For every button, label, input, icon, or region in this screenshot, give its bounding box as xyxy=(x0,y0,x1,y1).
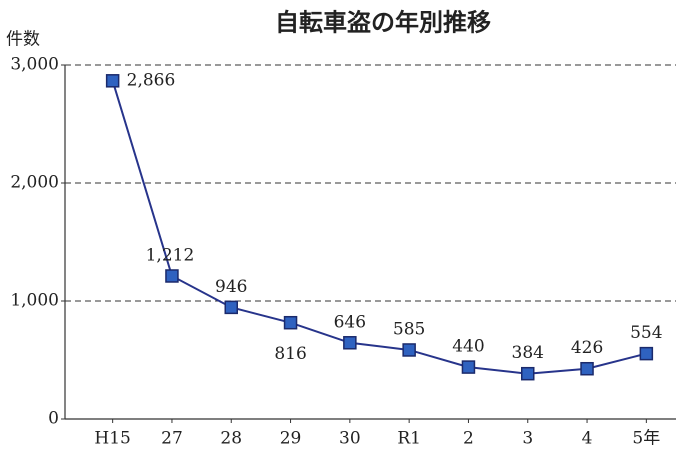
marker xyxy=(581,363,593,375)
marker xyxy=(462,361,474,373)
data-label: 646 xyxy=(334,312,366,332)
marker xyxy=(225,301,237,313)
x-tick-label: H15 xyxy=(94,429,130,449)
data-label: 2,866 xyxy=(127,70,176,90)
x-tick-label: 3 xyxy=(522,429,533,449)
chart: 自転車盗の年別推移 件数 0 1,000 2,000 3,000 H15 27 28 29 30… xyxy=(0,0,678,459)
data-label: 384 xyxy=(512,343,544,363)
x-tick-label: 27 xyxy=(161,429,183,449)
marker xyxy=(285,317,297,329)
y-tick-label: 0 xyxy=(48,409,59,429)
x-tick-label: 29 xyxy=(280,429,302,449)
marker xyxy=(403,344,415,356)
marker xyxy=(640,348,652,360)
data-label: 1,212 xyxy=(146,245,195,265)
data-label: 440 xyxy=(452,337,484,357)
data-label: 554 xyxy=(630,323,662,343)
x-tick-label: 2 xyxy=(463,429,474,449)
marker xyxy=(166,270,178,282)
y-axis-label: 件数 xyxy=(6,30,40,50)
x-tick-label: 30 xyxy=(339,429,361,449)
data-label: 585 xyxy=(393,319,425,339)
data-label: 946 xyxy=(215,277,247,297)
marker xyxy=(107,75,119,87)
y-tick-label: 1,000 xyxy=(10,291,59,311)
data-label: 426 xyxy=(571,338,603,358)
data-label: 816 xyxy=(274,344,306,364)
marker xyxy=(344,337,356,349)
y-tick-label: 2,000 xyxy=(10,173,59,193)
marker xyxy=(522,368,534,380)
x-tick-label: 4 xyxy=(582,429,593,449)
chart-title: 自転車盗の年別推移 xyxy=(275,8,491,37)
x-tick-label: R1 xyxy=(397,429,421,449)
series-line xyxy=(113,81,647,374)
x-tick-label: 28 xyxy=(220,429,242,449)
y-tick-label: 3,000 xyxy=(10,55,59,75)
x-tick-label: 5年 xyxy=(632,429,660,449)
